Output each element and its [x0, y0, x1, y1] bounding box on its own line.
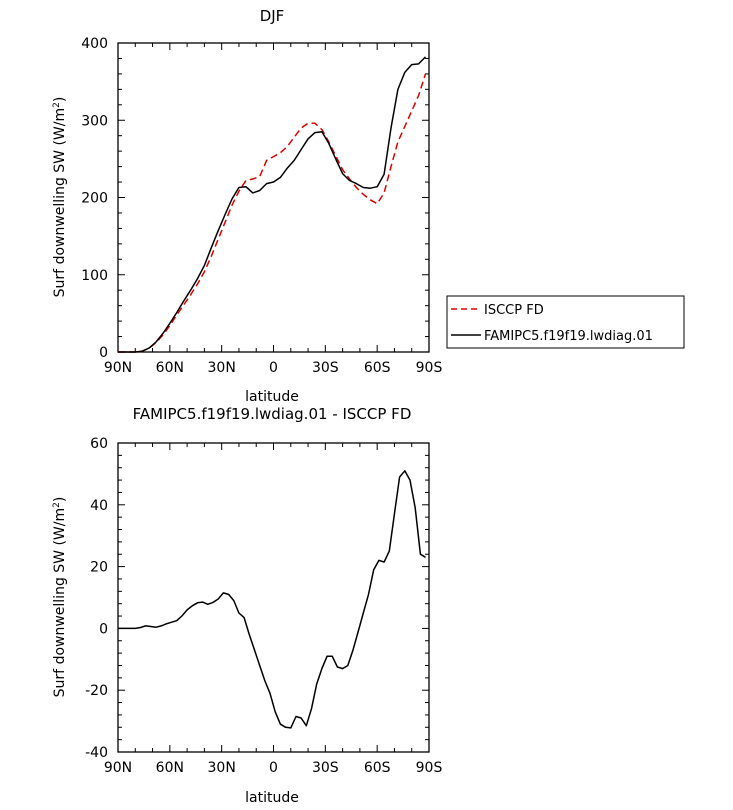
bottom-x-tick-label: 30S — [312, 760, 339, 776]
top-y-axis-label-sup: 2 — [52, 102, 62, 108]
bottom-panel-title: FAMIPC5.f19f19.lwdiag.01 - ISCCP FD — [133, 405, 412, 423]
top-x-tick-label: 60S — [364, 360, 391, 376]
top-x-tick-label: 30S — [312, 360, 339, 376]
top-panel: DJF 90N 60N 30N 0 30S 60S 90S 0 100 200 300 400 lat… — [52, 7, 685, 405]
bottom-x-axis-label: latitude — [245, 790, 299, 806]
bottom-x-tick-label: 30N — [208, 760, 236, 776]
legend-box — [446, 295, 685, 349]
top-series-line-2 — [118, 56, 427, 353]
top-plot-frame — [117, 42, 430, 353]
bottom-x-tick-label: 60S — [364, 760, 391, 776]
bottom-y-tick-label: 60 — [90, 436, 108, 452]
top-x-tick-label: 30N — [208, 360, 236, 376]
top-x-tick-label: 90S — [416, 360, 443, 376]
bottom-x-tick-label: 60N — [156, 760, 184, 776]
bottom-y-axis-label-close: ) — [52, 497, 68, 502]
top-y-tick-label: 300 — [81, 113, 108, 129]
bottom-y-tick-label: -20 — [85, 683, 108, 699]
top-plot-area: 90N 60N 30N 0 30S 60S 90S 0 100 200 300 400 — [81, 36, 442, 376]
legend-label-famipc5: FAMIPC5.f19f19.lwdiag.01 — [484, 329, 653, 344]
bottom-y-axis-label-sup: 2 — [52, 502, 62, 508]
top-panel-title: DJF — [260, 7, 285, 25]
bottom-series-line-1 — [118, 470, 426, 729]
top-x-tick-label: 0 — [269, 360, 278, 376]
bottom-x-tick-label: 90S — [416, 760, 443, 776]
top-y-tick-label: 100 — [81, 268, 108, 284]
bottom-y-tick-label: 0 — [99, 621, 108, 637]
top-x-axis-label: latitude — [245, 389, 299, 405]
bottom-y-tick-label: 20 — [90, 560, 108, 576]
top-y-tick-label: 0 — [99, 345, 108, 361]
bottom-y-tick-label: -40 — [85, 745, 108, 761]
top-x-tick-label: 90N — [104, 360, 132, 376]
bottom-x-tick-label: 0 — [269, 760, 278, 776]
bottom-x-tick-label: 90N — [104, 760, 132, 776]
top-y-axis-label-close: ) — [52, 97, 68, 102]
top-series-line-1 — [118, 73, 427, 353]
top-x-tick-label: 60N — [156, 360, 184, 376]
top-y-tick-label: 200 — [81, 191, 108, 207]
bottom-y-tick-label: 40 — [90, 498, 108, 514]
top-y-axis-label-text: Surf downwelling SW (W/m — [52, 108, 68, 297]
bottom-y-axis-label-text: Surf downwelling SW (W/m — [52, 508, 68, 697]
legend: ISCCP FD FAMIPC5.f19f19.lwdiag.01 — [446, 295, 685, 349]
legend-label-isccp: ISCCP FD — [484, 303, 544, 318]
bottom-y-axis-label: Surf downwelling SW (W/m2) — [52, 497, 68, 698]
top-y-axis-label: Surf downwelling SW (W/m2) — [52, 97, 68, 298]
top-y-tick-label: 400 — [81, 36, 108, 52]
bottom-plot-area: 90N 60N 30N 0 30S 60S 90S -40 -20 0 20 40 60 — [85, 436, 442, 776]
bottom-panel: FAMIPC5.f19f19.lwdiag.01 - ISCCP FD 90N 6… — [52, 405, 442, 806]
